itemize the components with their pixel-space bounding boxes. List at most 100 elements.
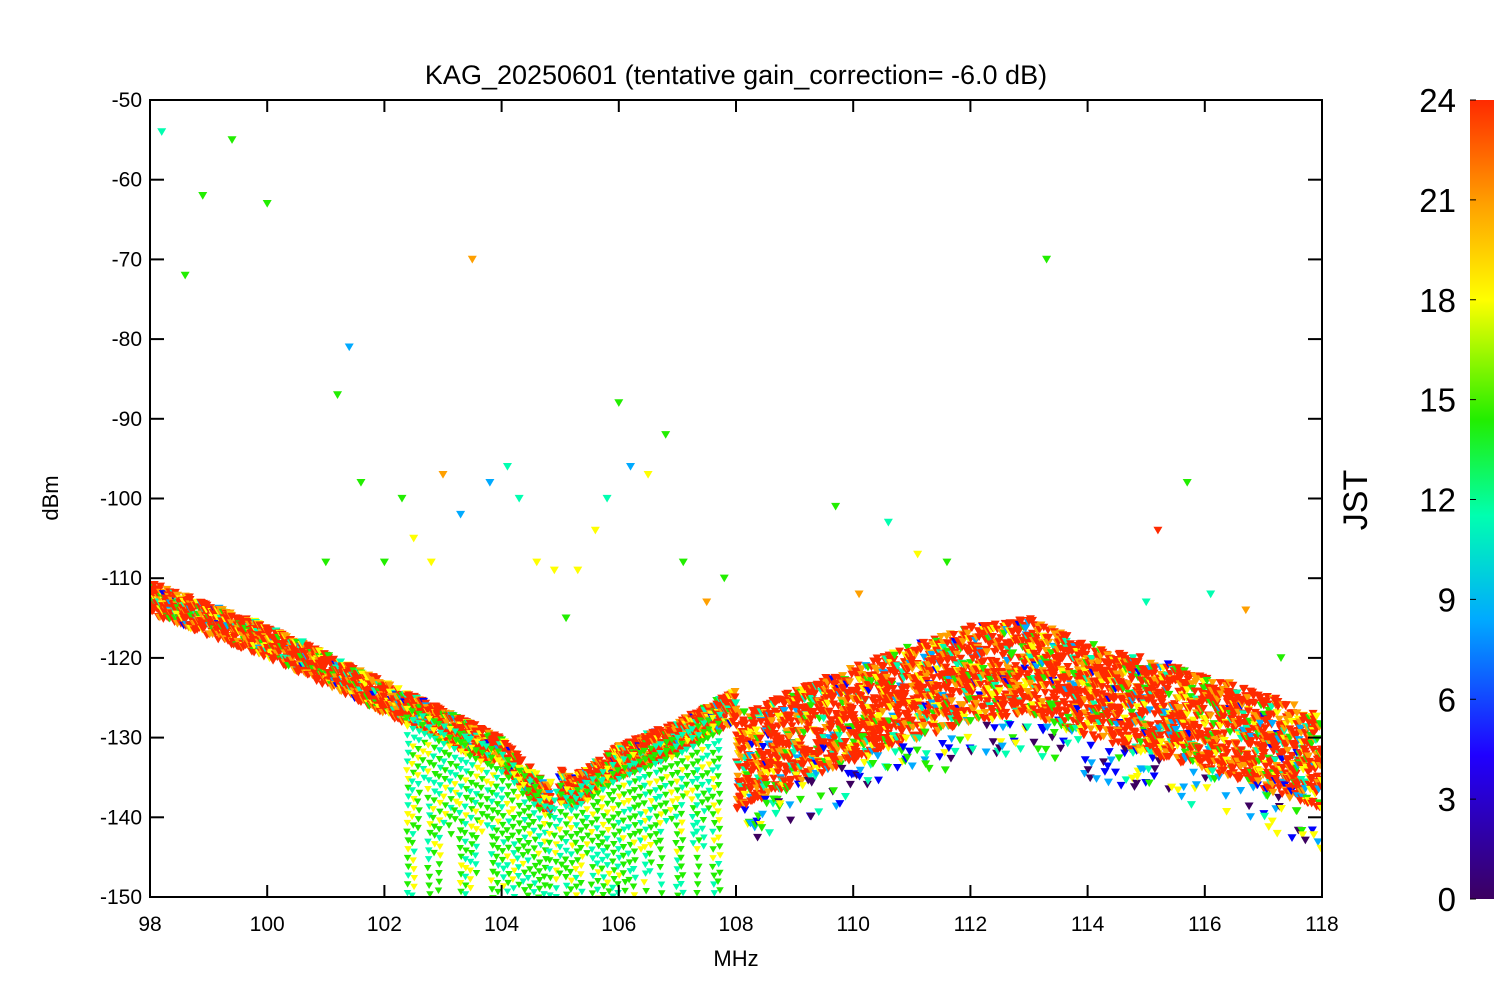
- data-point: [1132, 773, 1142, 781]
- data-point: [1092, 775, 1102, 783]
- data-point: [1089, 641, 1099, 649]
- data-point: [1063, 739, 1073, 748]
- data-point: [985, 675, 995, 684]
- data-point: [809, 707, 819, 716]
- data-point: [760, 775, 770, 783]
- data-point: [882, 673, 892, 682]
- data-point: [927, 651, 937, 659]
- data-point: [862, 780, 872, 789]
- data-point: [1109, 732, 1119, 741]
- data-point: [731, 731, 741, 740]
- data-point: [757, 810, 767, 819]
- data-point: [935, 753, 945, 761]
- data-point: [988, 693, 998, 701]
- data-point: [329, 655, 339, 664]
- data-point: [1005, 721, 1015, 729]
- data-point: [786, 717, 796, 725]
- data-point: [372, 675, 382, 683]
- data-point: [1137, 711, 1147, 719]
- data-point: [1104, 661, 1114, 669]
- data-point: [1050, 754, 1060, 763]
- data-point: [1001, 708, 1011, 717]
- data-point: [764, 749, 774, 757]
- data-point: [849, 711, 859, 719]
- data-point: [1023, 723, 1033, 732]
- data-point: [911, 650, 921, 659]
- data-point: [1028, 645, 1038, 654]
- data-point: [920, 728, 930, 737]
- data-point: [1033, 668, 1043, 677]
- data-point: [546, 800, 556, 809]
- data-point: [868, 760, 878, 768]
- data-point: [890, 651, 900, 660]
- data-point: [921, 750, 931, 758]
- data-point: [959, 707, 969, 715]
- data-point: [847, 704, 857, 713]
- data-point: [1120, 726, 1130, 735]
- data-point: [230, 632, 240, 641]
- data-point: [849, 738, 859, 747]
- data-point: [901, 734, 911, 743]
- data-point: [806, 766, 816, 775]
- data-point: [873, 666, 883, 675]
- data-point: [982, 721, 992, 730]
- data-point: [923, 644, 933, 653]
- data-point: [1121, 776, 1131, 784]
- data-point: [1084, 643, 1094, 652]
- data-point: [944, 744, 954, 753]
- data-point: [1104, 748, 1114, 756]
- data-point: [1033, 745, 1043, 754]
- data-point: [914, 734, 924, 742]
- data-point: [941, 663, 951, 672]
- data-point: [1056, 744, 1066, 753]
- data-point: [963, 733, 973, 742]
- data-point: [866, 682, 876, 691]
- data-point: [1044, 633, 1054, 642]
- data-point: [800, 757, 810, 766]
- data-point: [1020, 683, 1030, 692]
- data-point: [1135, 744, 1145, 752]
- data-point: [963, 629, 973, 638]
- data-point: [741, 800, 751, 809]
- data-point: [1008, 649, 1018, 657]
- data-point: [314, 647, 324, 656]
- data-point: [1073, 705, 1083, 713]
- data-point: [806, 702, 816, 710]
- data-point: [1042, 723, 1052, 732]
- data-point: [525, 763, 535, 772]
- data-point: [1064, 675, 1074, 684]
- data-point: [990, 724, 1000, 732]
- data-point: [806, 812, 816, 821]
- data-point: [1063, 663, 1073, 671]
- data-point: [798, 782, 808, 790]
- data-point: [786, 711, 796, 720]
- data-point: [1080, 756, 1090, 764]
- data-point: [1108, 739, 1118, 748]
- data-point: [855, 772, 865, 781]
- data-point: [907, 716, 917, 725]
- data-point: [1145, 706, 1155, 715]
- data-point: [855, 766, 865, 775]
- data-point: [743, 736, 753, 745]
- data-point: [1137, 716, 1147, 724]
- data-point: [955, 736, 965, 745]
- data-point: [860, 695, 870, 704]
- data-point: [1044, 716, 1054, 724]
- data-point: [786, 777, 796, 786]
- data-point: [834, 731, 844, 740]
- data-point: [1047, 711, 1057, 719]
- data-point: [1140, 700, 1150, 709]
- data-point: [1016, 699, 1026, 708]
- data-point: [871, 698, 881, 707]
- data-point: [894, 712, 904, 720]
- data-point: [981, 748, 991, 757]
- data-point: [874, 776, 884, 785]
- data-point: [827, 716, 837, 724]
- data-point: [941, 685, 951, 693]
- data-point: [769, 774, 779, 783]
- data-point: [1075, 716, 1085, 725]
- data-point: [1098, 718, 1108, 727]
- data-point: [952, 650, 962, 659]
- data-point: [998, 723, 1008, 732]
- data-point: [731, 699, 741, 708]
